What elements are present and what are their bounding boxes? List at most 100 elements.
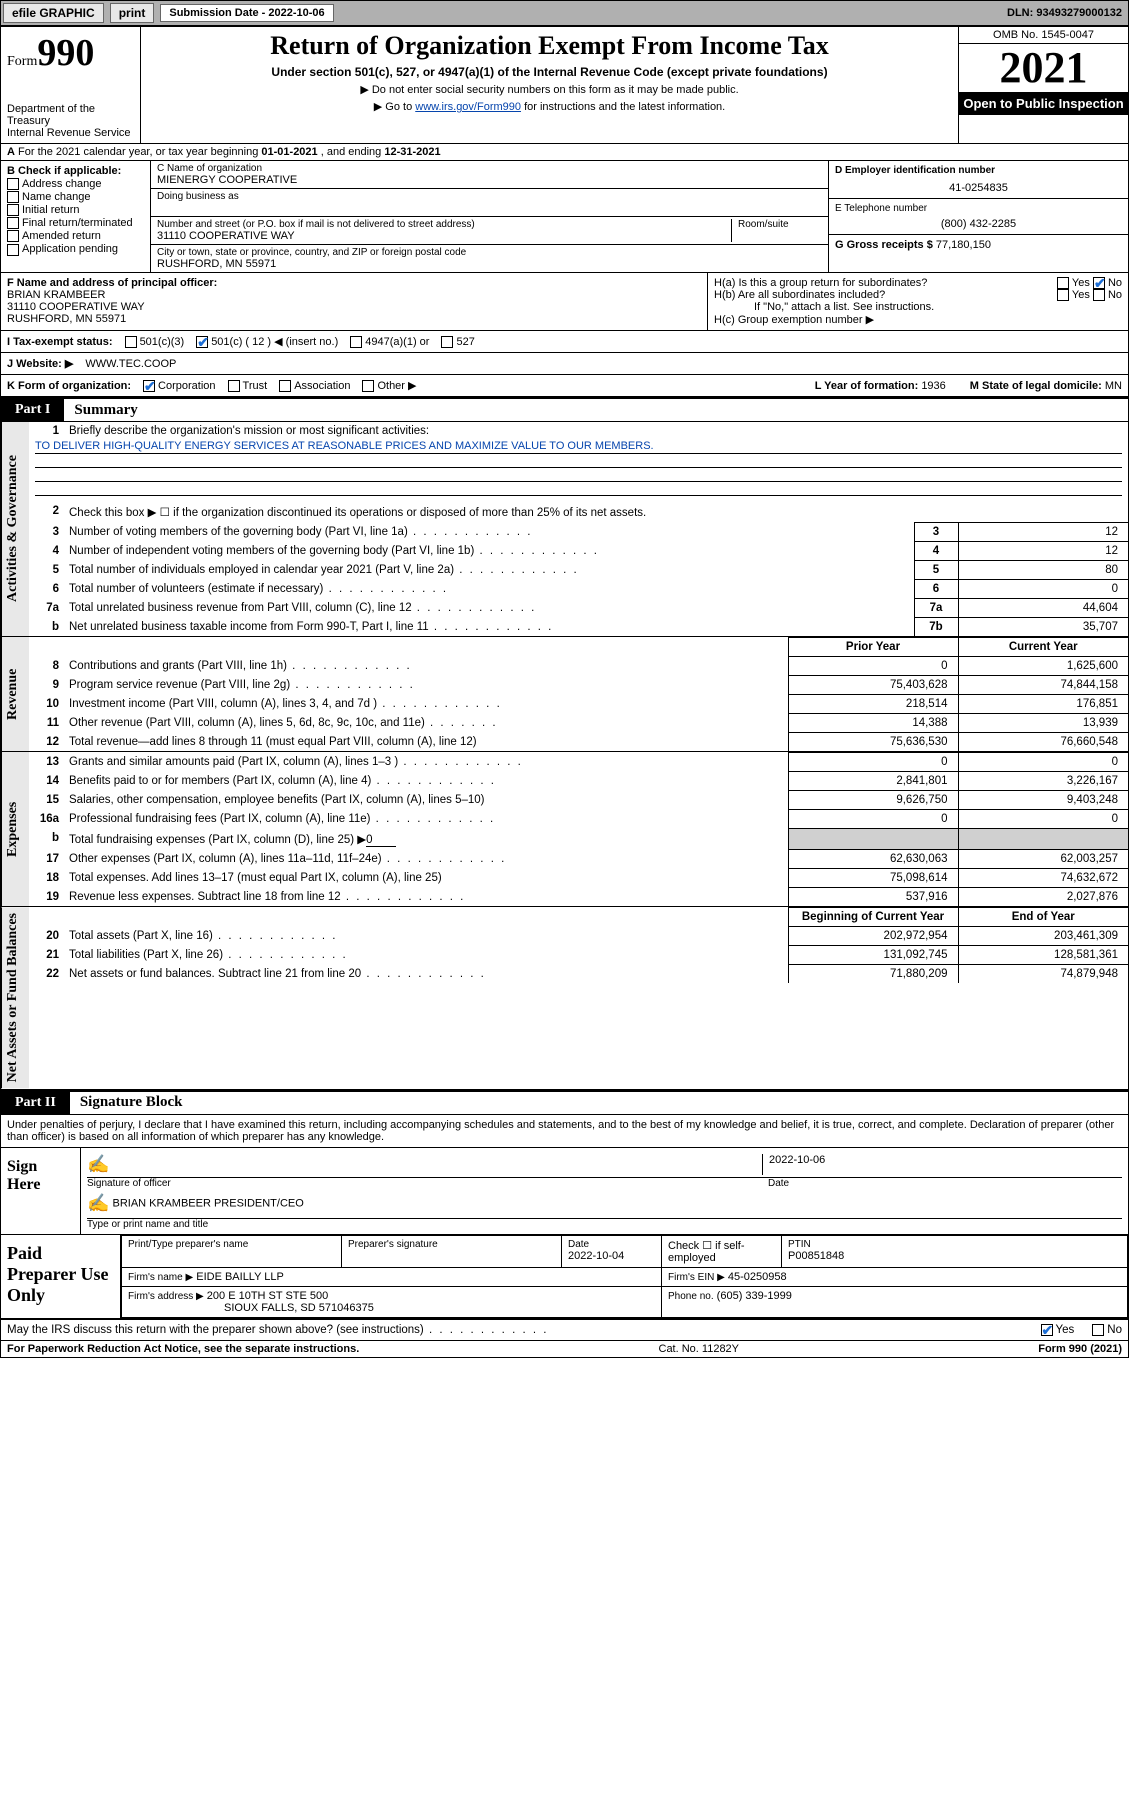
cb-association[interactable] — [279, 380, 291, 392]
cat-number: Cat. No. 11282Y — [659, 1343, 740, 1355]
discuss-label: May the IRS discuss this return with the… — [7, 1324, 548, 1336]
cb-application-pending[interactable]: Application pending — [7, 243, 144, 255]
cb-corporation[interactable] — [143, 380, 155, 392]
i-label: I Tax-exempt status: — [7, 336, 113, 348]
line11-prior: 14,388 — [788, 714, 958, 733]
line2-label: Check this box ▶ ☐ if the organization d… — [63, 502, 1128, 523]
row-a: A For the 2021 calendar year, or tax yea… — [1, 144, 1128, 161]
line14-current: 3,226,167 — [958, 772, 1128, 791]
hb-no[interactable] — [1093, 289, 1105, 301]
preparer-name-hdr: Print/Type preparer's name — [128, 1239, 335, 1250]
ha-yes[interactable] — [1057, 277, 1069, 289]
discuss-row: May the IRS discuss this return with the… — [1, 1320, 1128, 1341]
firm-addr2: SIOUX FALLS, SD 571046375 — [128, 1302, 374, 1314]
line16a-label: Professional fundraising fees (Part IX, … — [63, 810, 788, 829]
line15-label: Salaries, other compensation, employee b… — [63, 791, 788, 810]
print-button[interactable]: print — [110, 3, 155, 23]
line11-current: 13,939 — [958, 714, 1128, 733]
side-governance: Activities & Governance — [1, 422, 29, 636]
line19-prior: 537,916 — [788, 888, 958, 907]
boy-hdr: Beginning of Current Year — [788, 908, 958, 927]
line6-label: Total number of volunteers (estimate if … — [63, 580, 914, 599]
cb-trust[interactable] — [228, 380, 240, 392]
line3-label: Number of voting members of the governin… — [63, 523, 914, 542]
topbar: efile GRAPHIC print Submission Date - 20… — [0, 0, 1129, 26]
discuss-yes[interactable] — [1041, 1324, 1053, 1336]
col-f: F Name and address of principal officer:… — [1, 273, 708, 330]
city-label: City or town, state or province, country… — [157, 247, 822, 258]
row-k: K Form of organization: Corporation Trus… — [1, 375, 1128, 397]
cb-name-change[interactable]: Name change — [7, 191, 144, 203]
efile-label: efile GRAPHIC — [3, 3, 104, 23]
note-ssn: Do not enter social security numbers on … — [147, 83, 952, 96]
form-title: Return of Organization Exempt From Incom… — [147, 31, 952, 61]
cb-501c3[interactable] — [125, 336, 137, 348]
phone-label: E Telephone number — [835, 203, 1122, 214]
form-header-mid: Return of Organization Exempt From Incom… — [141, 27, 958, 143]
line7b-value: 35,707 — [958, 618, 1128, 637]
form-word: Form — [7, 54, 37, 69]
line12-current: 76,660,548 — [958, 733, 1128, 752]
line4-value: 12 — [958, 542, 1128, 561]
line21-label: Total liabilities (Part X, line 26) — [63, 946, 788, 965]
cb-4947a1[interactable] — [350, 336, 362, 348]
cb-final-return[interactable]: Final return/terminated — [7, 217, 144, 229]
part1-title: Summary — [64, 402, 137, 419]
self-employed-check[interactable]: Check ☐ if self-employed — [662, 1235, 782, 1267]
hb-yes[interactable] — [1057, 289, 1069, 301]
hc-label: H(c) Group exemption number ▶ — [714, 313, 1122, 326]
cb-amended-return[interactable]: Amended return — [7, 230, 144, 242]
paid-preparer-label: Paid Preparer Use Only — [1, 1235, 121, 1318]
line16a-prior: 0 — [788, 810, 958, 829]
cb-initial-return[interactable]: Initial return — [7, 204, 144, 216]
sig-officer-label: Signature of officer — [87, 1178, 762, 1189]
line16a-current: 0 — [958, 810, 1128, 829]
cb-other[interactable] — [362, 380, 374, 392]
note-goto-post: for instructions and the latest informat… — [521, 101, 725, 113]
line19-label: Revenue less expenses. Subtract line 18 … — [63, 888, 788, 907]
sign-date: 2022-10-06 — [762, 1154, 1122, 1175]
line10-current: 176,851 — [958, 695, 1128, 714]
line16b-label: Total fundraising expenses (Part IX, col… — [63, 829, 788, 850]
col-b: B Check if applicable: Address change Na… — [1, 161, 151, 272]
line9-current: 74,844,158 — [958, 676, 1128, 695]
line9-prior: 75,403,628 — [788, 676, 958, 695]
preparer-sig-hdr: Preparer's signature — [348, 1239, 555, 1250]
a-end: 12-31-2021 — [384, 146, 440, 158]
row-j: J Website: ▶ WWW.TEC.COOP — [1, 353, 1128, 375]
j-label: J Website: ▶ — [7, 357, 73, 370]
line21-prior: 131,092,745 — [788, 946, 958, 965]
firm-name-label: Firm's name ▶ — [128, 1272, 193, 1283]
pra-notice: For Paperwork Reduction Act Notice, see … — [7, 1343, 359, 1355]
line12-prior: 75,636,530 — [788, 733, 958, 752]
firm-addr1: 200 E 10TH ST STE 500 — [207, 1290, 328, 1302]
hb-label: H(b) Are all subordinates included? — [714, 289, 885, 301]
line9-label: Program service revenue (Part VIII, line… — [63, 676, 788, 695]
firm-ein-label: Firm's EIN ▶ — [668, 1272, 725, 1283]
cb-527[interactable] — [441, 336, 453, 348]
city-state-zip: RUSHFORD, MN 55971 — [157, 258, 822, 270]
line16b-prior — [788, 829, 958, 850]
room-label: Room/suite — [738, 219, 822, 230]
ptin-label: PTIN — [788, 1239, 1121, 1250]
ptin-value: P00851848 — [788, 1250, 1121, 1262]
irs-link[interactable]: www.irs.gov/Form990 — [415, 101, 521, 113]
eoy-hdr: End of Year — [958, 908, 1128, 927]
sign-here-label: Sign Here — [1, 1148, 81, 1234]
line20-current: 203,461,309 — [958, 927, 1128, 946]
line11-label: Other revenue (Part VIII, column (A), li… — [63, 714, 788, 733]
discuss-no[interactable] — [1092, 1324, 1104, 1336]
line21-current: 128,581,361 — [958, 946, 1128, 965]
officer-addr2: RUSHFORD, MN 55971 — [7, 313, 701, 325]
line7a-value: 44,604 — [958, 599, 1128, 618]
ha-no[interactable] — [1093, 277, 1105, 289]
cb-address-change[interactable]: Address change — [7, 178, 144, 190]
cb-501c[interactable] — [196, 336, 208, 348]
side-expenses: Expenses — [1, 752, 29, 906]
form-footer: Form 990 (2021) — [1038, 1343, 1122, 1355]
officer-name-title: BRIAN KRAMBEER PRESIDENT/CEO — [112, 1197, 303, 1209]
line13-prior: 0 — [788, 753, 958, 772]
line18-prior: 75,098,614 — [788, 869, 958, 888]
firm-addr-label: Firm's address ▶ — [128, 1291, 204, 1302]
b-label: B Check if applicable: — [7, 165, 144, 177]
